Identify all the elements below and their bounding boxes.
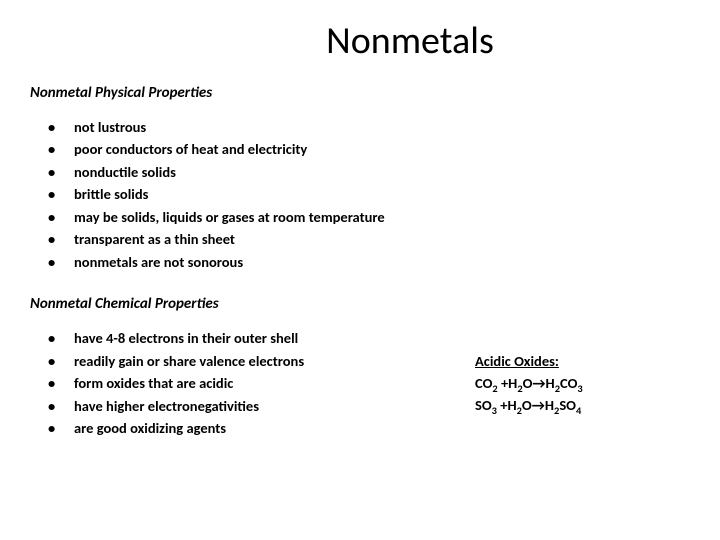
list-item: nonmetals are not sonorous bbox=[48, 251, 690, 273]
list-item: may be solids, liquids or gases at room … bbox=[48, 206, 690, 228]
oxides-equation-1: CO2 +H2O→H2CO3 bbox=[475, 373, 690, 395]
list-item: brittle solids bbox=[48, 183, 690, 205]
lower-row: have 4-8 electrons in their outer shell … bbox=[30, 327, 690, 461]
oxides-equation-2: SO3 +H2O→H2SO4 bbox=[475, 395, 690, 417]
list-item: have 4-8 electrons in their outer shell bbox=[48, 327, 475, 349]
list-item: form oxides that are acidic bbox=[48, 372, 475, 394]
list-item: poor conductors of heat and electricity bbox=[48, 138, 690, 160]
oxides-title: Acidic Oxides: bbox=[475, 351, 690, 373]
list-item: have higher electronegativities bbox=[48, 395, 475, 417]
chemical-column: have 4-8 electrons in their outer shell … bbox=[30, 327, 475, 461]
chemical-list: have 4-8 electrons in their outer shell … bbox=[48, 327, 475, 439]
acidic-oxides-box: Acidic Oxides: CO2 +H2O→H2CO3 SO3 +H2O→H… bbox=[475, 327, 690, 461]
list-item: nonductile solids bbox=[48, 161, 690, 183]
page-title: Nonmetals bbox=[30, 18, 690, 64]
list-item: readily gain or share valence electrons bbox=[48, 350, 475, 372]
list-item: transparent as a thin sheet bbox=[48, 228, 690, 250]
list-item: are good oxidizing agents bbox=[48, 417, 475, 439]
physical-heading: Nonmetal Physical Properties bbox=[30, 84, 690, 102]
chemical-heading: Nonmetal Chemical Properties bbox=[30, 295, 690, 313]
physical-list: not lustrous poor conductors of heat and… bbox=[48, 116, 690, 273]
list-item: not lustrous bbox=[48, 116, 690, 138]
